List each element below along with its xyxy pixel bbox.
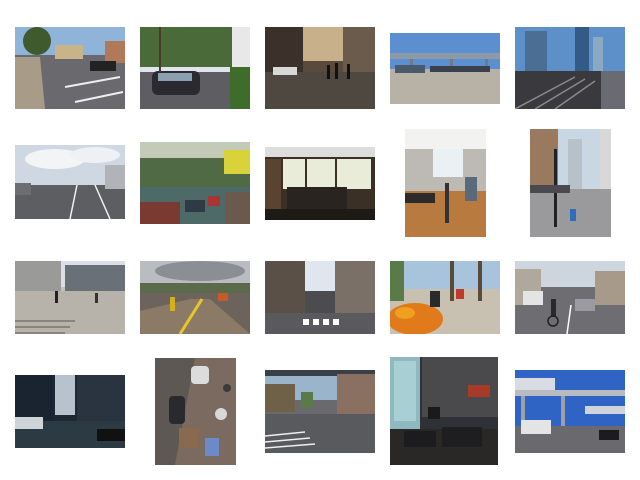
thumbnail-cyclist-on-road[interactable]	[515, 261, 625, 334]
thumbnail-residential-street-intersection[interactable]	[265, 370, 375, 453]
thumbnail-city-skyline-rail[interactable]	[515, 27, 625, 109]
thumbnail-tree-lined-street-car[interactable]	[140, 27, 250, 109]
thumbnail-narrow-street-crosswalk[interactable]	[265, 261, 375, 334]
thumbnail-dark-city-street-bus[interactable]	[15, 375, 125, 448]
thumbnail-cobblestone-plaza[interactable]	[265, 27, 375, 109]
thumbnail-plaza-steps[interactable]	[15, 261, 125, 334]
thumbnail-elevated-train-bridge[interactable]	[515, 370, 625, 453]
thumbnail-downtown-sidewalk[interactable]	[530, 129, 611, 237]
thumbnail-hillside-street[interactable]	[140, 142, 250, 224]
thumbnail-lounge-interior[interactable]	[390, 357, 498, 465]
thumbnail-office-interior[interactable]	[405, 129, 486, 237]
thumbnail-interior-room-windows[interactable]	[265, 147, 375, 220]
thumbnail-highway-cloudy-sky[interactable]	[15, 145, 125, 219]
thumbnail-aerial-sidewalk[interactable]	[155, 358, 236, 465]
thumbnail-street-intersection[interactable]	[15, 27, 125, 109]
thumbnail-train-platform[interactable]	[140, 261, 250, 334]
thumbnail-flower-bed-street[interactable]	[390, 261, 500, 334]
thumbnail-parking-lot-overpass[interactable]	[390, 33, 500, 104]
